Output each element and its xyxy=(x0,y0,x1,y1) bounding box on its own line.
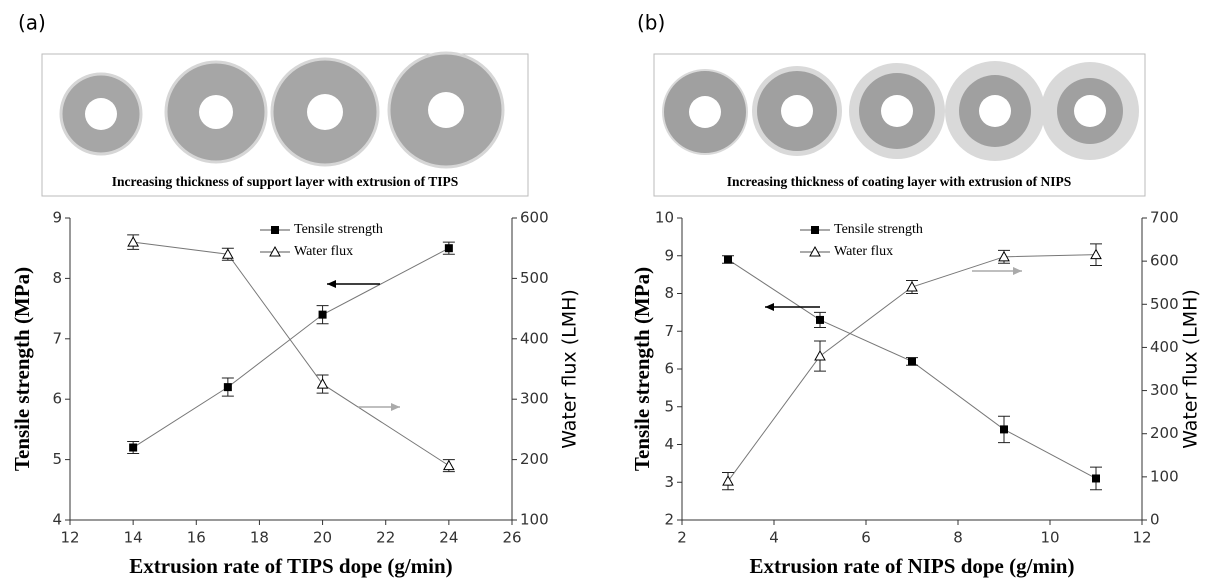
panel-label: (b) xyxy=(637,11,665,35)
legend-marker xyxy=(271,226,279,234)
x-tick-label: 12 xyxy=(60,529,79,547)
diagram-caption: Increasing thickness of support layer wi… xyxy=(112,174,459,189)
y-tick-label: 3 xyxy=(664,473,674,491)
y-tick-label: 6 xyxy=(664,360,674,378)
data-point xyxy=(906,280,918,292)
hole xyxy=(85,98,117,130)
legend-marker xyxy=(269,245,281,257)
y-tick-label: 4 xyxy=(52,511,62,529)
x-tick-label: 4 xyxy=(769,529,779,547)
y2-tick-label: 500 xyxy=(1150,295,1179,313)
hole xyxy=(781,95,813,127)
legend-label: Water flux xyxy=(834,244,893,259)
y-tick-label: 7 xyxy=(664,322,674,340)
hole xyxy=(881,95,913,127)
y2-tick-label: 300 xyxy=(1150,381,1179,399)
data-point xyxy=(814,350,826,361)
diagram-caption: Increasing thickness of coating layer wi… xyxy=(727,174,1072,189)
data-point xyxy=(443,459,455,471)
data-point xyxy=(444,244,453,253)
arrow-head xyxy=(391,403,400,411)
x-tick-label: 22 xyxy=(376,529,395,547)
y-tick-label: 5 xyxy=(664,397,674,415)
data-point xyxy=(129,443,138,452)
data-point xyxy=(1092,474,1100,483)
y2-tick-label: 400 xyxy=(520,329,549,347)
x-tick-label: 20 xyxy=(313,529,332,547)
legend-label: Tensile strength xyxy=(294,222,383,237)
y-tick-label: 7 xyxy=(52,329,62,347)
data-point xyxy=(908,357,916,366)
y2-axis-title: Water flux (LMH) xyxy=(559,289,581,449)
data-point xyxy=(816,315,824,324)
arrow-head xyxy=(327,280,336,288)
data-point xyxy=(316,378,329,389)
y2-tick-label: 100 xyxy=(1150,467,1179,485)
y-tick-label: 10 xyxy=(655,209,674,227)
data-point xyxy=(127,236,139,247)
y2-axis-title: Water flux (LMH) xyxy=(1180,289,1202,449)
series-line xyxy=(133,241,450,467)
panel-label: (a) xyxy=(18,11,46,35)
x-tick-label: 16 xyxy=(187,529,206,547)
data-point xyxy=(722,475,734,486)
data-point xyxy=(1000,425,1008,434)
y-tick-label: 6 xyxy=(52,390,62,408)
hole xyxy=(428,92,464,128)
data-point xyxy=(318,310,327,319)
hole xyxy=(199,95,233,129)
diagram-b xyxy=(653,53,1146,197)
y2-tick-label: 400 xyxy=(1150,338,1179,356)
y2-tick-label: 0 xyxy=(1150,511,1160,529)
x-tick-label: 10 xyxy=(1040,529,1059,547)
x-tick-label: 14 xyxy=(124,529,143,547)
data-point xyxy=(998,250,1010,262)
series-line xyxy=(132,247,450,448)
x-tick-label: 26 xyxy=(502,529,521,547)
y-axis-title: Tensile strength (MPa) xyxy=(10,267,34,471)
y-tick-label: 5 xyxy=(52,450,62,468)
y-tick-label: 2 xyxy=(664,511,674,529)
x-tick-label: 18 xyxy=(250,529,269,547)
legend-marker xyxy=(811,226,819,234)
y2-tick-label: 700 xyxy=(1150,209,1179,227)
y-tick-label: 8 xyxy=(52,269,62,287)
legend-label: Water flux xyxy=(294,244,353,259)
arrow-head xyxy=(1013,267,1022,275)
x-axis-title: Extrusion rate of NIPS dope (g/min) xyxy=(750,554,1075,578)
data-point xyxy=(724,255,732,264)
hole xyxy=(1074,95,1106,127)
x-tick-label: 12 xyxy=(1132,529,1151,547)
hole xyxy=(307,94,343,130)
y-axis-title: Tensile strength (MPa) xyxy=(630,267,654,471)
data-point xyxy=(222,248,234,259)
arrow-head xyxy=(765,303,774,311)
y2-tick-label: 600 xyxy=(1150,252,1179,270)
legend-marker xyxy=(809,245,821,257)
y2-tick-label: 200 xyxy=(520,450,549,468)
hole xyxy=(979,95,1011,127)
y-tick-label: 9 xyxy=(52,209,62,227)
y2-tick-label: 200 xyxy=(1150,424,1179,442)
x-tick-label: 8 xyxy=(953,529,963,547)
y2-tick-label: 600 xyxy=(520,209,549,227)
hole xyxy=(689,96,721,128)
data-point xyxy=(223,383,232,392)
y-tick-label: 4 xyxy=(664,435,674,453)
x-tick-label: 2 xyxy=(677,529,687,547)
y2-tick-label: 500 xyxy=(520,269,549,287)
y-tick-label: 9 xyxy=(664,246,674,264)
x-tick-label: 6 xyxy=(861,529,871,547)
y-tick-label: 8 xyxy=(664,284,674,302)
data-point xyxy=(1090,248,1102,260)
y2-tick-label: 300 xyxy=(520,390,549,408)
legend-label: Tensile strength xyxy=(834,222,923,237)
diagram-a xyxy=(41,51,529,197)
x-tick-label: 24 xyxy=(439,529,458,547)
x-axis-title: Extrusion rate of TIPS dope (g/min) xyxy=(129,554,452,578)
y2-tick-label: 100 xyxy=(520,511,549,529)
